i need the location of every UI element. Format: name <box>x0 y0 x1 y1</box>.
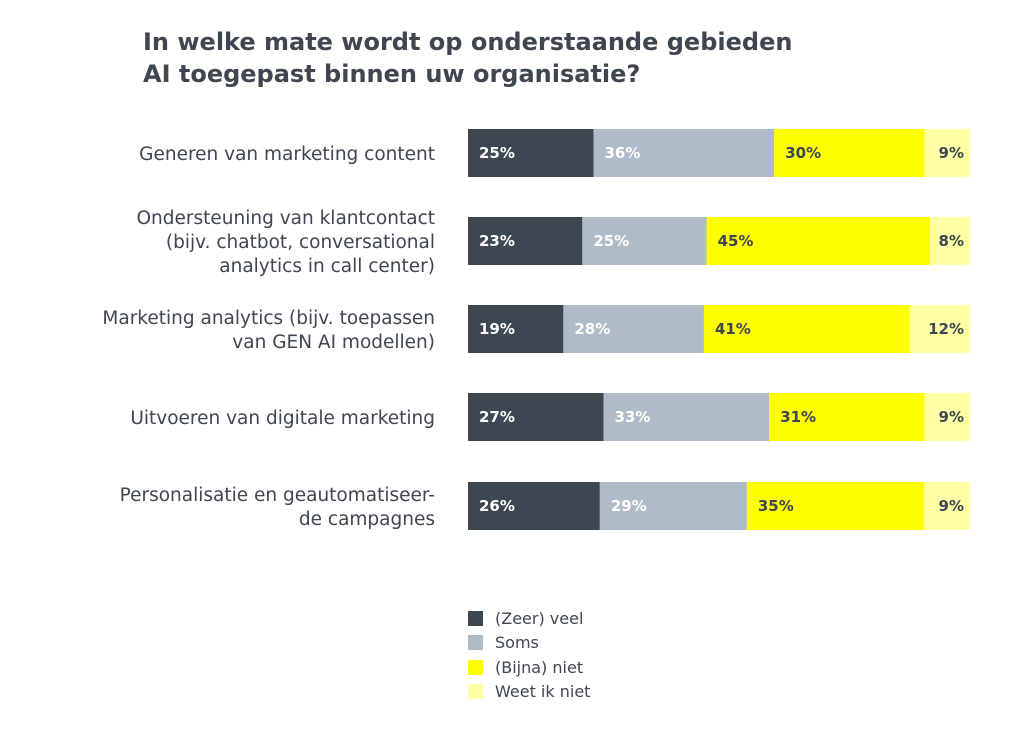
stacked-bar-chart: Generen van marketing content 25% 36% 30% 9%… <box>102 129 970 530</box>
category-label: Uitvoeren van digitale marketing <box>130 408 435 429</box>
data-label: 41% <box>715 320 751 338</box>
category-label: Ondersteuning van klantcontact (bijv. cha… <box>136 208 435 277</box>
legend-label: (Bijna) niet <box>495 657 584 677</box>
legend-swatch <box>468 635 483 651</box>
bar-segment <box>909 305 970 353</box>
legend: (Zeer) veel Soms (Bijna) niet Weet ik niet <box>468 606 590 704</box>
chart-title: In welke mate wordt op onderstaande gebi… <box>143 26 903 90</box>
bar-segment <box>468 129 594 177</box>
legend-swatch <box>468 659 483 675</box>
data-label: 19% <box>479 320 515 338</box>
legend-item: (Bijna) niet <box>468 655 590 680</box>
data-label: 9% <box>939 408 964 426</box>
category-label-line: van GEN AI modellen) <box>232 332 435 353</box>
category-label-line: Uitvoeren van digitale marketing <box>130 408 435 429</box>
bar-segment <box>468 482 600 530</box>
category-label-line: (bijv. chatbot, conversational <box>166 232 435 253</box>
legend-label: Weet ik niet <box>495 682 591 702</box>
data-label: 30% <box>785 144 821 162</box>
title-line-2: AI toegepast binnen uw organisatie? <box>143 60 641 88</box>
data-label: 8% <box>939 232 964 250</box>
bar-segment <box>924 482 970 530</box>
category-label: Generen van marketing content <box>139 144 435 165</box>
category-label-line: Ondersteuning van klantcontact <box>136 208 435 229</box>
legend-item: Weet ik niet <box>468 680 590 705</box>
data-label: 36% <box>605 144 641 162</box>
bar-segment <box>468 305 564 353</box>
bar-segment <box>774 129 925 177</box>
data-label: 35% <box>758 497 794 515</box>
data-label: 23% <box>479 232 515 250</box>
bar-segment <box>582 217 707 265</box>
bar-segment <box>468 217 583 265</box>
category-label-line: Marketing analytics (bijv. toepassen <box>102 308 435 329</box>
bar-segment <box>746 482 925 530</box>
bar-segment <box>706 217 931 265</box>
data-label: 26% <box>479 497 515 515</box>
category-label: Marketing analytics (bijv. toepassen van … <box>102 308 435 353</box>
bar-segment <box>563 305 704 353</box>
category-label-line: de campagnes <box>299 509 435 530</box>
bar-segment <box>599 482 747 530</box>
data-label: 9% <box>939 497 964 515</box>
category-label-line: Personalisatie en geautomatiseer- <box>120 485 435 506</box>
bar-segment <box>703 305 910 353</box>
bar-segment <box>593 129 775 177</box>
legend-swatch <box>468 684 483 700</box>
legend-label: (Zeer) veel <box>495 608 584 628</box>
title-line-1: In welke mate wordt op onderstaande gebi… <box>143 28 793 56</box>
category-label-line: Generen van marketing content <box>139 144 435 165</box>
data-label: 29% <box>611 497 647 515</box>
data-label: 33% <box>615 408 651 426</box>
bar-segment <box>924 129 970 177</box>
data-label: 25% <box>593 232 629 250</box>
data-label: 25% <box>479 144 515 162</box>
data-label: 27% <box>479 408 515 426</box>
data-label: 45% <box>718 232 754 250</box>
bar-segment <box>924 393 970 441</box>
category-label-line: analytics in call center) <box>219 256 435 277</box>
data-label: 31% <box>780 408 816 426</box>
category-label: Personalisatie en geautomatiseer-de camp… <box>120 485 435 530</box>
legend-item: (Zeer) veel <box>468 606 590 631</box>
bar-segment <box>603 393 770 441</box>
bar-segment <box>769 393 925 441</box>
legend-swatch <box>468 610 483 626</box>
data-label: 12% <box>928 320 964 338</box>
legend-item: Soms <box>468 631 590 656</box>
bar-segment <box>468 393 604 441</box>
data-label: 9% <box>939 144 964 162</box>
data-label: 28% <box>574 320 610 338</box>
legend-label: Soms <box>495 633 539 653</box>
bar-segment <box>930 217 970 265</box>
